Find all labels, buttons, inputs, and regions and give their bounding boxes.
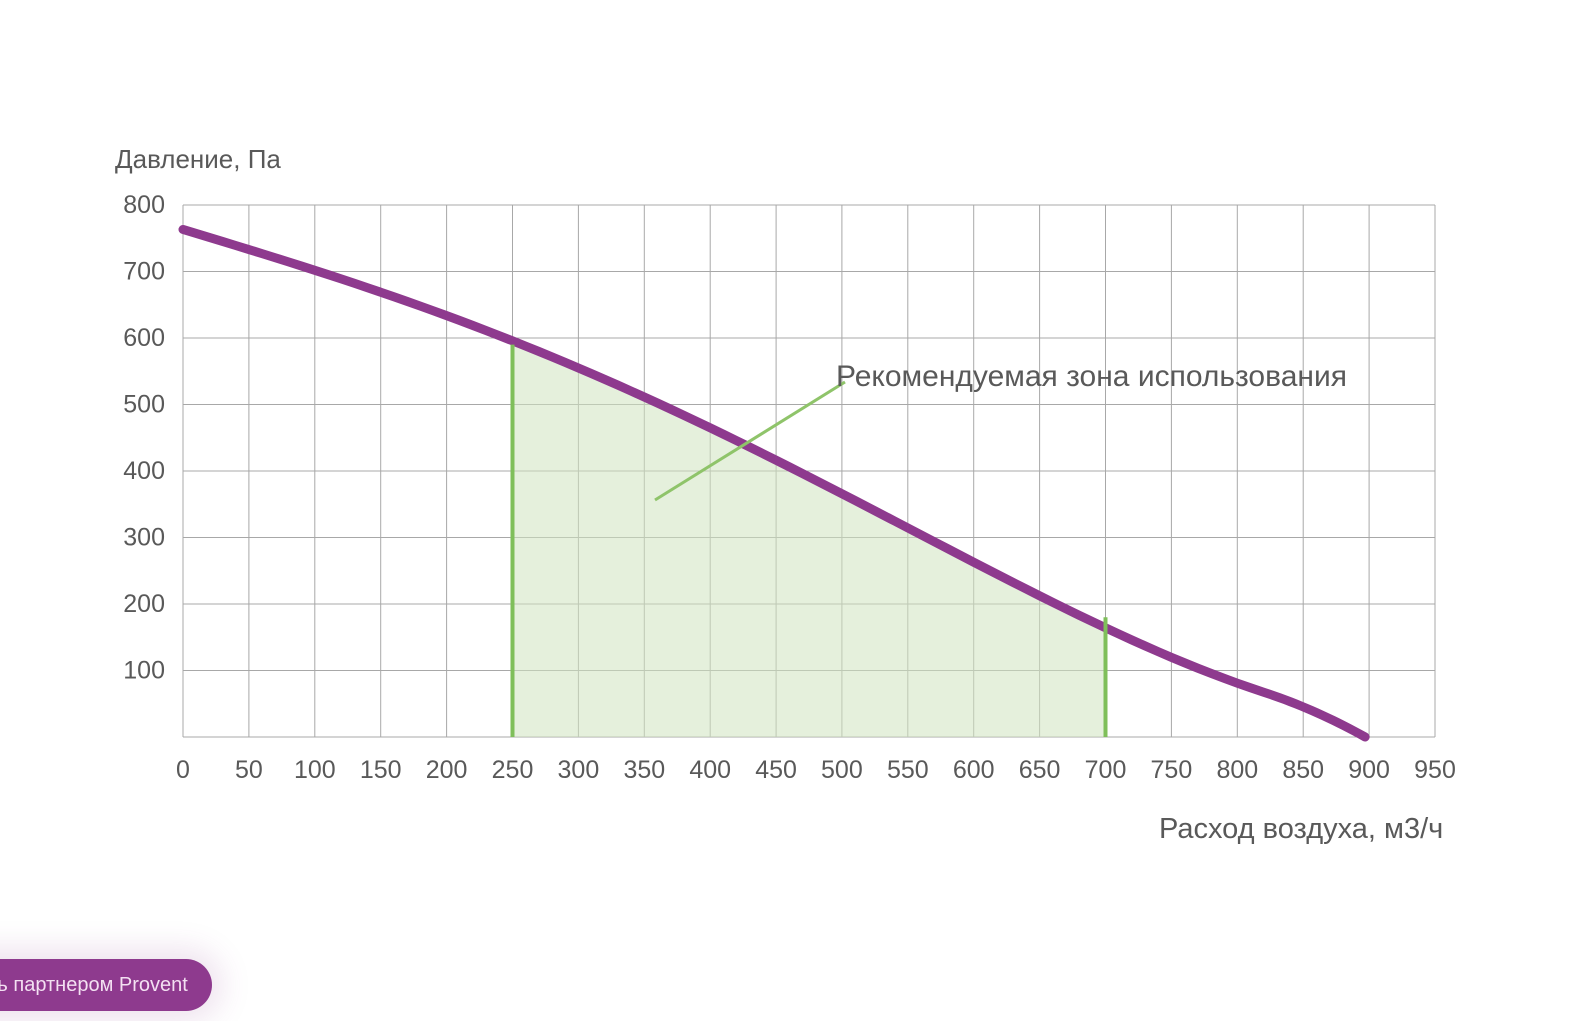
svg-text:650: 650 <box>1019 756 1061 784</box>
svg-text:Рекомендуемая зона использован: Рекомендуемая зона использования <box>836 360 1347 393</box>
svg-text:850: 850 <box>1282 756 1324 784</box>
svg-text:200: 200 <box>426 756 468 784</box>
svg-text:400: 400 <box>123 457 165 485</box>
svg-text:300: 300 <box>123 524 165 552</box>
svg-text:700: 700 <box>1085 756 1127 784</box>
svg-text:450: 450 <box>755 756 797 784</box>
svg-text:300: 300 <box>558 756 600 784</box>
svg-text:950: 950 <box>1414 756 1456 784</box>
svg-text:0: 0 <box>176 756 190 784</box>
svg-text:350: 350 <box>623 756 665 784</box>
svg-text:600: 600 <box>123 324 165 352</box>
svg-text:Расход воздуха, м3/ч: Расход воздуха, м3/ч <box>1159 813 1443 845</box>
svg-text:700: 700 <box>123 258 165 286</box>
svg-text:500: 500 <box>123 391 165 419</box>
svg-text:800: 800 <box>123 191 165 219</box>
svg-text:800: 800 <box>1216 756 1258 784</box>
svg-text:750: 750 <box>1151 756 1193 784</box>
svg-text:100: 100 <box>294 756 336 784</box>
svg-text:400: 400 <box>689 756 731 784</box>
svg-text:550: 550 <box>887 756 929 784</box>
svg-text:250: 250 <box>492 756 534 784</box>
svg-text:900: 900 <box>1348 756 1390 784</box>
svg-text:Давление, Па: Давление, Па <box>115 144 281 174</box>
svg-text:500: 500 <box>821 756 863 784</box>
svg-text:600: 600 <box>953 756 995 784</box>
svg-text:100: 100 <box>123 657 165 685</box>
svg-text:150: 150 <box>360 756 402 784</box>
svg-text:50: 50 <box>235 756 263 784</box>
svg-text:200: 200 <box>123 590 165 618</box>
